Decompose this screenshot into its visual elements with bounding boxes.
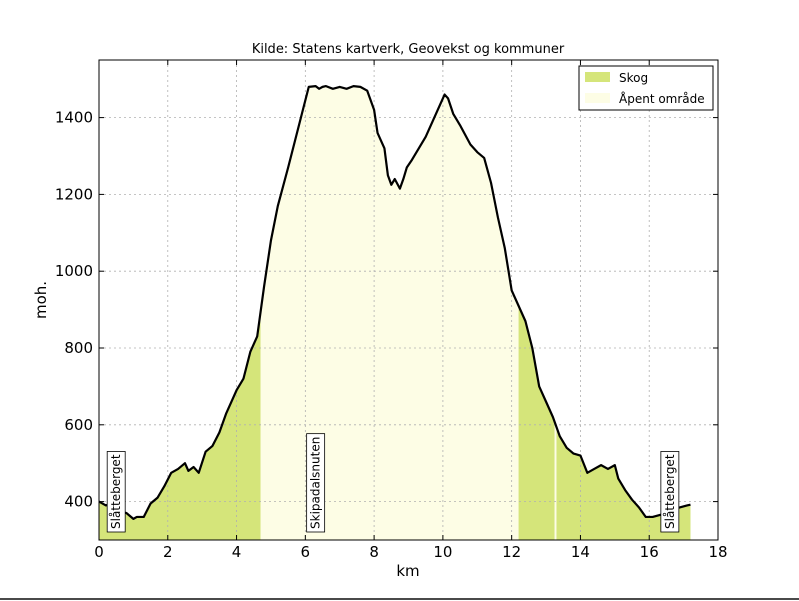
area-apent-omrade-1	[554, 421, 557, 540]
y-tick-label: 1400	[55, 109, 93, 127]
chart-title: Kilde: Statens kartverk, Geovekst og kom…	[252, 42, 565, 57]
place-label: Slåtteberget	[106, 451, 126, 533]
y-axis-label: moh.	[32, 281, 50, 319]
x-axis-label: km	[396, 562, 419, 580]
area-skog-2	[556, 426, 691, 540]
area-skog-1	[518, 305, 555, 540]
x-tick-label: 0	[94, 543, 104, 561]
y-tick-label: 1200	[55, 185, 93, 203]
area-apent-omrade-0	[260, 86, 519, 541]
x-tick-label: 16	[640, 543, 659, 561]
legend: Skog Åpent område	[578, 65, 714, 111]
y-tick-label: 800	[64, 339, 93, 357]
y-tick-label: 400	[64, 493, 93, 511]
y-tick-label: 1000	[55, 262, 93, 280]
place-label-text: Slåtteberget	[109, 454, 123, 529]
x-tick-label: 4	[232, 543, 242, 561]
x-tick-label: 6	[301, 543, 311, 561]
legend-swatch	[585, 72, 610, 82]
x-tick-label: 8	[369, 543, 379, 561]
area-skog-0	[99, 311, 261, 540]
place-label-box	[106, 451, 126, 533]
legend-label: Åpent område	[619, 91, 705, 106]
x-tick-label: 2	[163, 543, 173, 561]
place-label-box	[660, 451, 680, 533]
place-label-text: Slåtteberget	[663, 454, 677, 529]
legend-swatch	[585, 93, 610, 103]
place-label: Slåtteberget	[660, 451, 680, 533]
place-label-box	[306, 433, 326, 533]
y-tick-label: 600	[64, 416, 93, 434]
plot-frame	[98, 59, 719, 541]
legend-label: Skog	[619, 71, 648, 85]
place-label: Skipadalsnuten	[306, 433, 326, 533]
x-tick-label: 10	[433, 543, 452, 561]
x-tick-label: 14	[571, 543, 590, 561]
x-tick-label: 18	[708, 543, 727, 561]
x-tick-label: 12	[502, 543, 521, 561]
page-bottom-rule	[0, 598, 799, 600]
plot-area: 0 2 4 6 8 10 12 14 16 18 400 600 800 1000 1200 1400 Slåt…	[55, 59, 728, 561]
elevation-line	[98, 85, 691, 520]
place-label-text: Skipadalsnuten	[309, 437, 323, 529]
